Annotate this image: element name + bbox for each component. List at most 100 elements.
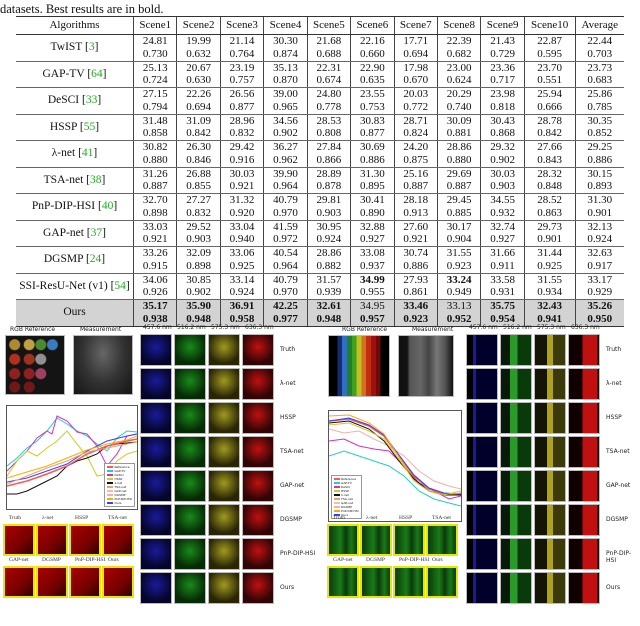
crop-image: [426, 524, 458, 556]
ssim-value: 0.948: [316, 312, 342, 325]
ssim-value: 0.955: [359, 286, 385, 299]
citation-link[interactable]: 40: [101, 200, 114, 213]
metric-cell: 30.30 0.874: [263, 34, 308, 62]
metric-cell: 27.93 0.861: [393, 273, 438, 300]
crop-image: [3, 566, 35, 598]
psnr-value: 26.56: [229, 88, 255, 101]
metric-cell: 34.95 0.957: [350, 299, 395, 327]
psnr-value: 29.69: [446, 167, 472, 180]
metric-cell: 40.54 0.964: [263, 246, 308, 274]
legend-entry: TSA-net: [107, 485, 132, 489]
method-row-label: HSSP: [606, 414, 622, 421]
psnr-value: 30.82: [142, 141, 168, 154]
citation-link[interactable]: 54: [114, 279, 126, 292]
psnr-value: 24.80: [316, 88, 342, 101]
metric-cell: 23.98 0.818: [480, 87, 525, 115]
ssim-value: 0.932: [490, 206, 515, 219]
metric-cell: 30.85 0.902: [176, 273, 221, 300]
ssim-value: 0.824: [403, 127, 429, 140]
psnr-value: 31.48: [142, 114, 168, 127]
citation-link[interactable]: 41: [81, 147, 94, 160]
ssim-value: 0.902: [273, 127, 298, 140]
algorithm-name: SSI-ResU-Net (v1) [54]: [16, 273, 134, 300]
metric-cell: 35.90 0.948: [176, 299, 221, 327]
band-image: [534, 470, 566, 502]
psnr-value: 23.36: [490, 61, 515, 74]
ssim-value: 0.729: [490, 47, 515, 60]
band-image: [208, 436, 240, 468]
table-row: GAP-TV [64] 25.13 0.724 20.67 0.630 23.19 0.75…: [16, 61, 624, 88]
metric-cell: 30.82 0.880: [132, 140, 177, 168]
band-image: [534, 402, 566, 434]
metric-cell: 33.58 0.931: [480, 273, 525, 300]
band-image: [174, 538, 206, 570]
ssim-value: 0.880: [142, 153, 168, 166]
metric-cell: 19.99 0.632: [176, 34, 221, 62]
metric-cell: 29.81 0.903: [306, 193, 351, 221]
metric-cell: 31.55 0.934: [523, 273, 575, 300]
psnr-value: 22.31: [316, 61, 342, 74]
band-image: [568, 470, 600, 502]
metric-cell: 30.74 0.886: [393, 246, 438, 274]
algorithm-label: PnP-DIP-HSI: [31, 200, 96, 213]
ssim-value: 0.923: [403, 312, 429, 325]
psnr-value: 24.20: [403, 141, 429, 154]
legend-entry: GAP-net: [107, 489, 132, 493]
citation-link[interactable]: 37: [90, 226, 103, 239]
psnr-value: 32.61: [316, 300, 342, 313]
algorithm-name: TwIST [3]: [16, 34, 134, 62]
metric-cell: 30.09 0.881: [436, 114, 481, 141]
ssim-value: 0.890: [359, 206, 385, 219]
citation-link[interactable]: 24: [89, 253, 102, 266]
method-row-label: λ-net: [606, 380, 622, 387]
psnr-value: 33.03: [142, 220, 168, 233]
band-image: [174, 402, 206, 434]
metric-cell: 28.78 0.842: [523, 114, 575, 141]
band-image: [466, 504, 498, 536]
metric-cell: 22.16 0.660: [350, 34, 395, 62]
psnr-value: 30.83: [359, 114, 385, 127]
table-row: GAP-net [37] 33.03 0.921 29.52 0.903 33.04 0.9…: [16, 220, 624, 247]
ssim-value: 0.970: [273, 286, 298, 299]
method-row-label: Ours: [606, 584, 621, 591]
ssim-value: 0.903: [316, 206, 342, 219]
method-row-label: DGSMP: [606, 516, 628, 523]
ssim-value: 0.875: [403, 153, 429, 166]
citation-link[interactable]: 3: [88, 41, 95, 54]
crop-label: GAP-net: [333, 557, 353, 563]
band-label: 575.3 nm: [537, 324, 566, 331]
metric-cell: 21.14 0.764: [219, 34, 264, 62]
psnr-value: 30.43: [490, 114, 515, 127]
citation-link[interactable]: 64: [91, 67, 103, 80]
metric-cell: 28.71 0.824: [393, 114, 438, 141]
psnr-value: 20.29: [446, 88, 472, 101]
psnr-value: 40.54: [273, 247, 298, 260]
ssim-value: 0.887: [403, 180, 429, 193]
metric-cell: 23.73 0.683: [574, 61, 624, 88]
psnr-value: 28.53: [316, 114, 342, 127]
ssim-value: 0.962: [273, 153, 298, 166]
psnr-value: 39.00: [273, 88, 298, 101]
legend-entry: Reference: [334, 477, 359, 481]
psnr-value: 27.66: [537, 141, 563, 154]
psnr-value: 22.44: [587, 35, 613, 48]
ssim-value: 0.551: [537, 74, 563, 87]
crop-image: [102, 524, 134, 556]
citation-link[interactable]: 38: [89, 173, 102, 186]
psnr-value: 20.67: [186, 61, 211, 74]
psnr-value: 39.90: [273, 167, 298, 180]
header-scene3: Scene3: [219, 16, 264, 35]
band-image: [242, 470, 274, 502]
legend-entry: PnP-DIP-HSI: [334, 509, 359, 513]
header-scene9: Scene9: [480, 16, 525, 35]
citation-link[interactable]: 33: [85, 94, 98, 107]
ssim-value: 0.949: [446, 286, 472, 299]
metric-cell: 28.89 0.878: [306, 167, 351, 194]
metric-cell: 26.56 0.877: [219, 87, 264, 115]
band-image: [466, 402, 498, 434]
metric-cell: 35.75 0.954: [480, 299, 525, 327]
psnr-value: 31.66: [490, 247, 515, 260]
metric-cell: 31.66 0.911: [480, 246, 525, 274]
psnr-value: 27.93: [403, 273, 429, 286]
citation-link[interactable]: 55: [83, 120, 96, 133]
